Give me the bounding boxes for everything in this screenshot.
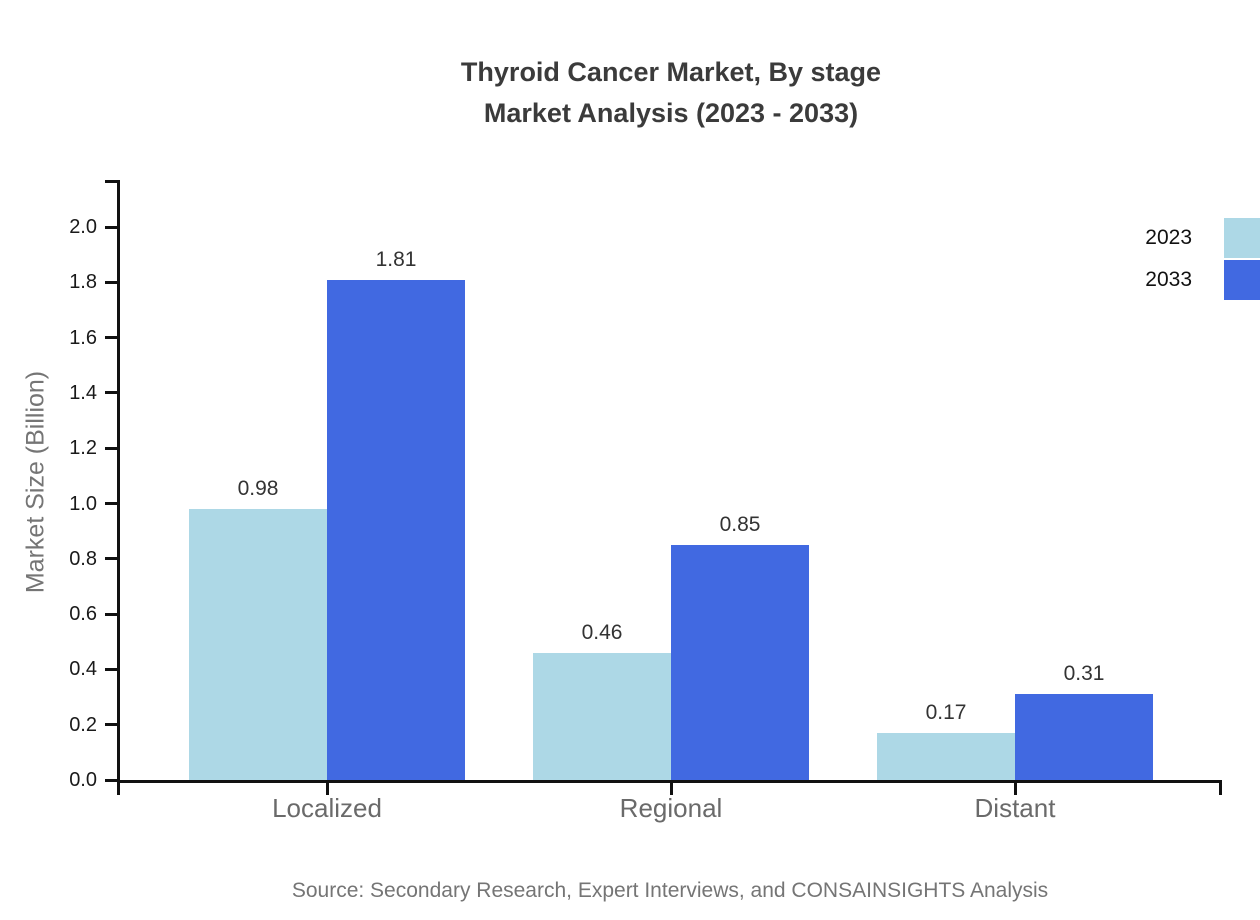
plot-area: 0.0 0.2 0.4 0.6 0.8 1.0 1.2 1.4 1.6 1.8 2.0 Localiz… <box>69 180 1222 823</box>
y-axis-end-cap <box>105 180 117 183</box>
bar-2033-regional <box>671 545 809 780</box>
y-tick-label: 1.6 <box>69 326 97 349</box>
y-tick-label: 1.4 <box>69 381 97 404</box>
source-note: Source: Secondary Research, Expert Inter… <box>291 879 1049 902</box>
y-tick-mark <box>105 612 117 616</box>
y-tick-label: 0.4 <box>69 658 97 681</box>
legend-label: 2033 <box>1145 268 1192 291</box>
chart-title-line2: Market Analysis (2023 - 2033) <box>483 98 859 128</box>
x-category-label: Localized <box>272 793 382 823</box>
bar-value-label: 1.81 <box>375 248 417 271</box>
x-category-label: Distant <box>974 793 1056 823</box>
x-axis-right-end-tick <box>1219 780 1222 795</box>
x-axis-left-end-tick <box>117 780 120 795</box>
bar-2023-localized <box>189 509 327 780</box>
y-tick-mark <box>105 446 117 450</box>
legend-item-2033: 2033 <box>1145 260 1260 300</box>
y-tick-label: 0.0 <box>69 769 97 791</box>
bar-value-label: 0.98 <box>237 477 279 500</box>
legend-item-2023: 2023 <box>1145 218 1260 258</box>
y-tick-mark <box>105 778 117 782</box>
y-tick-mark <box>105 557 117 561</box>
legend: 2023 2033 <box>1145 218 1260 302</box>
bar-value-label: 0.46 <box>581 621 623 644</box>
bar-2023-regional <box>533 653 671 780</box>
legend-swatch-2023 <box>1224 218 1260 258</box>
y-tick-mark <box>105 336 117 340</box>
bar-value-label: 0.17 <box>925 701 967 724</box>
y-tick-label: 0.2 <box>69 713 97 736</box>
y-tick-mark <box>105 502 117 505</box>
bar-value-label: 0.85 <box>719 513 761 536</box>
y-tick-label: 1.2 <box>69 437 97 460</box>
x-tick-mark <box>1013 780 1017 795</box>
y-tick-label: 0.8 <box>69 547 97 570</box>
y-axis-spine <box>117 180 120 783</box>
y-tick-mark <box>105 280 117 284</box>
y-tick-mark <box>105 723 117 727</box>
x-tick-mark <box>669 780 673 795</box>
bar-value-label: 0.31 <box>1063 662 1105 685</box>
x-category-label: Regional <box>619 793 723 823</box>
y-tick-mark <box>105 225 117 229</box>
x-tick-mark <box>325 780 329 795</box>
bar-2023-distant <box>877 733 1015 780</box>
y-tick-mark <box>105 391 117 395</box>
y-tick-label: 0.6 <box>69 603 97 626</box>
legend-swatch-2033 <box>1224 260 1260 300</box>
bar-2033-localized <box>327 280 465 780</box>
y-tick-mark <box>105 667 117 671</box>
chart-title-line1: Thyroid Cancer Market, By stage <box>460 57 882 87</box>
chart-title: Thyroid Cancer Market, By stage Market A… <box>461 52 881 134</box>
y-tick-label: 2.0 <box>69 216 97 238</box>
y-tick-label: 1.8 <box>69 271 97 294</box>
y-tick-label: 1.0 <box>69 492 97 515</box>
bar-2033-distant <box>1015 694 1153 780</box>
legend-label: 2023 <box>1145 226 1192 249</box>
